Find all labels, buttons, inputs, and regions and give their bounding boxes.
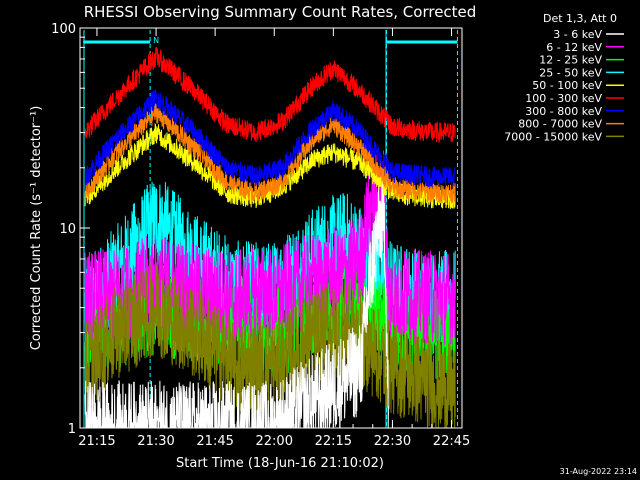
series-line-800-7000keV [84, 103, 456, 206]
legend-entry-label: 25 - 50 keV [539, 66, 602, 79]
x-tick-label: 21:30 [137, 434, 174, 449]
series-line-300-800keV [84, 89, 456, 187]
legend-title: Det 1,3, Att 0 [543, 12, 617, 25]
legend-entry-label: 7000 - 15000 keV [504, 130, 602, 143]
x-tick-label: 21:45 [196, 434, 233, 449]
series-line-3-6keV [84, 173, 389, 428]
x-tick-label: 22:00 [256, 434, 293, 449]
legend-entry-label: 6 - 12 keV [546, 41, 602, 54]
legend-entry-label: 50 - 100 keV [532, 79, 602, 92]
x-axis-label: Start Time (18-Jun-16 21:10:02) [176, 456, 384, 471]
legend-entry-label: 100 - 300 keV [525, 92, 602, 105]
series-layer [84, 47, 456, 428]
night-flag-label: N [153, 36, 159, 45]
chart-title: RHESSI Observing Summary Count Rates, Co… [84, 3, 477, 21]
x-tick-label: 22:30 [374, 434, 411, 449]
legend-entry-label: 800 - 7000 keV [518, 118, 602, 131]
x-tick-label: 21:15 [78, 434, 115, 449]
timestamp: 31-Aug-2022 23:14 [560, 467, 637, 476]
y-tick-label: 1 [68, 422, 76, 437]
series-line-100-300keV [84, 47, 456, 143]
series-line-6-12keV [84, 150, 456, 345]
y-tick-label: 100 [51, 22, 76, 37]
legend-entry-label: 3 - 6 keV [553, 28, 602, 41]
y-tick-label: 10 [59, 222, 76, 237]
series-line-7000-15000keV [84, 263, 456, 428]
y-axis: 1 10 100 [51, 22, 90, 437]
y-axis-label: Corrected Count Rate (s⁻¹ detector⁻¹) [29, 106, 44, 351]
legend-entry-label: 12 - 25 keV [539, 54, 602, 67]
legend-entry-label: 300 - 800 keV [525, 105, 602, 118]
x-tick-label: 22:15 [315, 434, 352, 449]
x-axis: 21:15 21:30 21:45 22:00 22:15 22:30 22:45 [78, 28, 470, 449]
x-tick-label: 22:45 [433, 434, 470, 449]
